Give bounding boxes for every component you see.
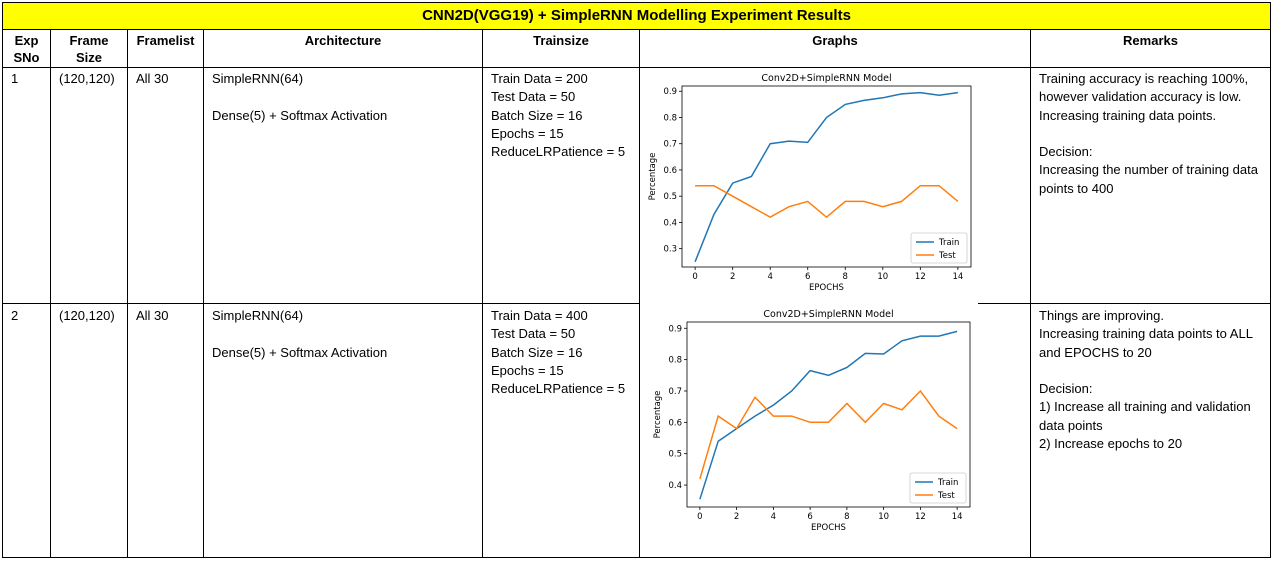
- x-axis-label: EPOCHS: [811, 523, 846, 533]
- column-divider: [50, 30, 51, 557]
- chart-title: Conv2D+SimpleRNN Model: [763, 309, 893, 320]
- row1-remarks: Training accuracy is reaching 100%, howe…: [1039, 71, 1258, 196]
- chart-exp1: Conv2D+SimpleRNN Model 0.3 0.4 0.5 0.6 0.7 0.8…: [648, 73, 972, 293]
- x-tick-label: 0: [697, 512, 702, 522]
- plot-frame: [681, 85, 972, 268]
- x-tick-label: 2: [734, 512, 739, 522]
- x-tick-label: 8: [844, 512, 849, 522]
- row2-frame-size: (120,120): [59, 308, 115, 323]
- row1-architecture: SimpleRNN(64) Dense(5) + Softmax Activat…: [212, 71, 388, 123]
- chart-exp2: Conv2D+SimpleRNN Model 0.4 0.5 0.6 0.7 0.8 0.9…: [653, 309, 971, 533]
- row-divider: [3, 67, 1270, 68]
- x-tick-label: 12: [915, 512, 926, 522]
- x-tick-label: 8: [843, 272, 848, 282]
- y-tick-label: 0.3: [663, 245, 677, 255]
- plot-frame: [686, 321, 971, 508]
- row-divider: [3, 303, 640, 304]
- chart-title: Conv2D+SimpleRNN Model: [761, 73, 891, 84]
- header-exp: Exp SNo: [13, 33, 40, 65]
- row1-trainsize: Train Data = 200 Test Data = 50 Batch Si…: [491, 71, 626, 160]
- y-tick-label: 0.9: [668, 324, 682, 334]
- y-tick-label: 0.4: [663, 218, 677, 228]
- x-axis-label: EPOCHS: [809, 283, 844, 293]
- table-title: CNN2D(VGG19) + SimpleRNN Modelling Exper…: [3, 3, 1270, 30]
- y-axis-label: Percentage: [653, 391, 663, 439]
- x-tick-label: 12: [915, 272, 926, 282]
- series-line-train: [694, 91, 959, 263]
- column-divider: [1030, 30, 1031, 557]
- y-tick-label: 0.4: [668, 481, 682, 491]
- legend-label: Train: [938, 238, 959, 248]
- header-frame-size: Frame Size: [69, 33, 109, 65]
- y-tick-label: 0.8: [663, 113, 677, 123]
- row1-frame-size: (120,120): [59, 71, 115, 86]
- row-divider: [978, 303, 1270, 304]
- column-divider: [482, 30, 483, 557]
- series-line-train: [699, 330, 958, 500]
- legend-label: Test: [937, 491, 955, 501]
- x-tick-label: 14: [952, 272, 963, 282]
- y-tick-label: 0.5: [663, 192, 677, 202]
- legend-label: Train: [937, 478, 958, 488]
- row2-exp: 2: [11, 308, 19, 323]
- x-tick-label: 6: [805, 272, 810, 282]
- x-tick-label: 2: [730, 272, 735, 282]
- legend-label: Test: [938, 251, 956, 261]
- x-tick-label: 4: [767, 272, 772, 282]
- x-tick-label: 10: [877, 272, 888, 282]
- header-graphs: Graphs: [812, 33, 858, 48]
- y-tick-label: 0.8: [668, 356, 682, 366]
- x-tick-label: 10: [878, 512, 889, 522]
- row2-architecture: SimpleRNN(64) Dense(5) + Softmax Activat…: [212, 308, 388, 360]
- header-architecture: Architecture: [304, 33, 382, 48]
- row2-remarks: Things are improving. Increasing trainin…: [1039, 308, 1253, 452]
- column-divider: [639, 30, 640, 557]
- x-tick-label: 4: [771, 512, 776, 522]
- x-tick-label: 0: [692, 272, 697, 282]
- column-divider: [127, 30, 128, 557]
- x-tick-label: 14: [952, 512, 963, 522]
- y-tick-label: 0.5: [668, 450, 682, 460]
- series-line-test: [695, 184, 959, 219]
- header-framelist: Framelist: [136, 33, 195, 48]
- y-tick-label: 0.9: [663, 87, 677, 97]
- row1-framelist: All 30: [136, 71, 169, 86]
- y-tick-label: 0.7: [668, 387, 682, 397]
- column-divider: [203, 30, 204, 557]
- y-tick-label: 0.6: [668, 418, 682, 428]
- y-tick-label: 0.7: [663, 140, 677, 150]
- header-remarks: Remarks: [1123, 33, 1178, 48]
- y-axis-label: Percentage: [648, 153, 658, 201]
- row1-exp: 1: [11, 71, 19, 86]
- row2-framelist: All 30: [136, 308, 169, 323]
- header-trainsize: Trainsize: [533, 33, 589, 48]
- x-tick-label: 6: [807, 512, 812, 522]
- y-tick-label: 0.6: [663, 166, 677, 176]
- series-line-test: [699, 389, 958, 480]
- row2-trainsize: Train Data = 400 Test Data = 50 Batch Si…: [491, 308, 626, 397]
